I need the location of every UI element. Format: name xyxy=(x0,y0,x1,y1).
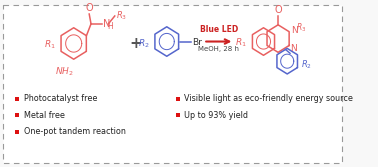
Text: O: O xyxy=(85,3,93,13)
Text: Visible light as eco-friendly energy source: Visible light as eco-friendly energy sou… xyxy=(184,94,353,103)
Text: $R_2$: $R_2$ xyxy=(301,59,312,71)
Text: $R_1$: $R_1$ xyxy=(44,38,56,51)
Text: N: N xyxy=(291,26,298,35)
Text: Blue LED: Blue LED xyxy=(200,25,238,34)
Text: O: O xyxy=(274,5,282,15)
Text: $R_1$: $R_1$ xyxy=(235,36,247,49)
Text: One-pot tandem reaction: One-pot tandem reaction xyxy=(23,127,125,136)
Text: MeOH, 28 h: MeOH, 28 h xyxy=(198,46,239,52)
Text: Photocatalyst free: Photocatalyst free xyxy=(23,94,97,103)
FancyBboxPatch shape xyxy=(3,5,342,163)
Text: N: N xyxy=(290,44,297,53)
Text: +: + xyxy=(129,36,142,51)
Text: $R_3$: $R_3$ xyxy=(116,10,127,22)
Text: $R_2$: $R_2$ xyxy=(138,37,149,50)
Text: Br: Br xyxy=(192,38,202,47)
Text: $R_3$: $R_3$ xyxy=(296,22,307,34)
Text: Up to 93% yield: Up to 93% yield xyxy=(184,111,248,120)
Text: $NH_2$: $NH_2$ xyxy=(55,65,74,78)
Text: N: N xyxy=(103,19,110,29)
Text: Metal free: Metal free xyxy=(23,111,64,120)
Text: H: H xyxy=(107,22,113,31)
